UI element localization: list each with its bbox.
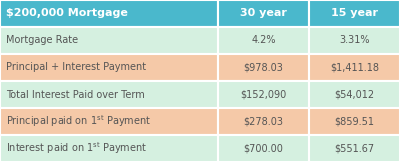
Text: Mortgage Rate: Mortgage Rate [6, 35, 78, 46]
Bar [0, 27, 218, 54]
Bar [0, 135, 218, 162]
Text: Interest paid on 1$^{\sf st}$ Payment: Interest paid on 1$^{\sf st}$ Payment [6, 141, 147, 156]
Text: $700.00: $700.00 [244, 144, 284, 154]
Bar [309, 0, 400, 27]
Text: $551.67: $551.67 [334, 144, 375, 154]
Text: $200,000 Mortgage: $200,000 Mortgage [6, 8, 128, 18]
Bar [0, 81, 218, 108]
Bar [0, 0, 218, 27]
Bar [218, 0, 309, 27]
Bar [309, 108, 400, 135]
Bar [309, 135, 400, 162]
Bar [218, 54, 309, 81]
Text: Principal + Interest Payment: Principal + Interest Payment [6, 63, 146, 73]
Text: $1,411.18: $1,411.18 [330, 63, 379, 73]
Text: 3.31%: 3.31% [339, 35, 370, 46]
Text: $54,012: $54,012 [334, 89, 375, 99]
Bar [218, 135, 309, 162]
Bar [0, 54, 218, 81]
Text: $859.51: $859.51 [334, 116, 375, 127]
Text: $978.03: $978.03 [244, 63, 284, 73]
Text: 4.2%: 4.2% [251, 35, 276, 46]
Text: 30 year: 30 year [240, 8, 287, 18]
Text: $278.03: $278.03 [244, 116, 284, 127]
Bar [218, 81, 309, 108]
Bar [309, 81, 400, 108]
Bar [0, 108, 218, 135]
Bar [218, 27, 309, 54]
Text: $152,090: $152,090 [240, 89, 287, 99]
Text: 15 year: 15 year [331, 8, 378, 18]
Bar [218, 108, 309, 135]
Bar [309, 54, 400, 81]
Bar [309, 27, 400, 54]
Text: Principal paid on 1$^{\sf st}$ Payment: Principal paid on 1$^{\sf st}$ Payment [6, 114, 151, 129]
Text: Total Interest Paid over Term: Total Interest Paid over Term [6, 89, 144, 99]
